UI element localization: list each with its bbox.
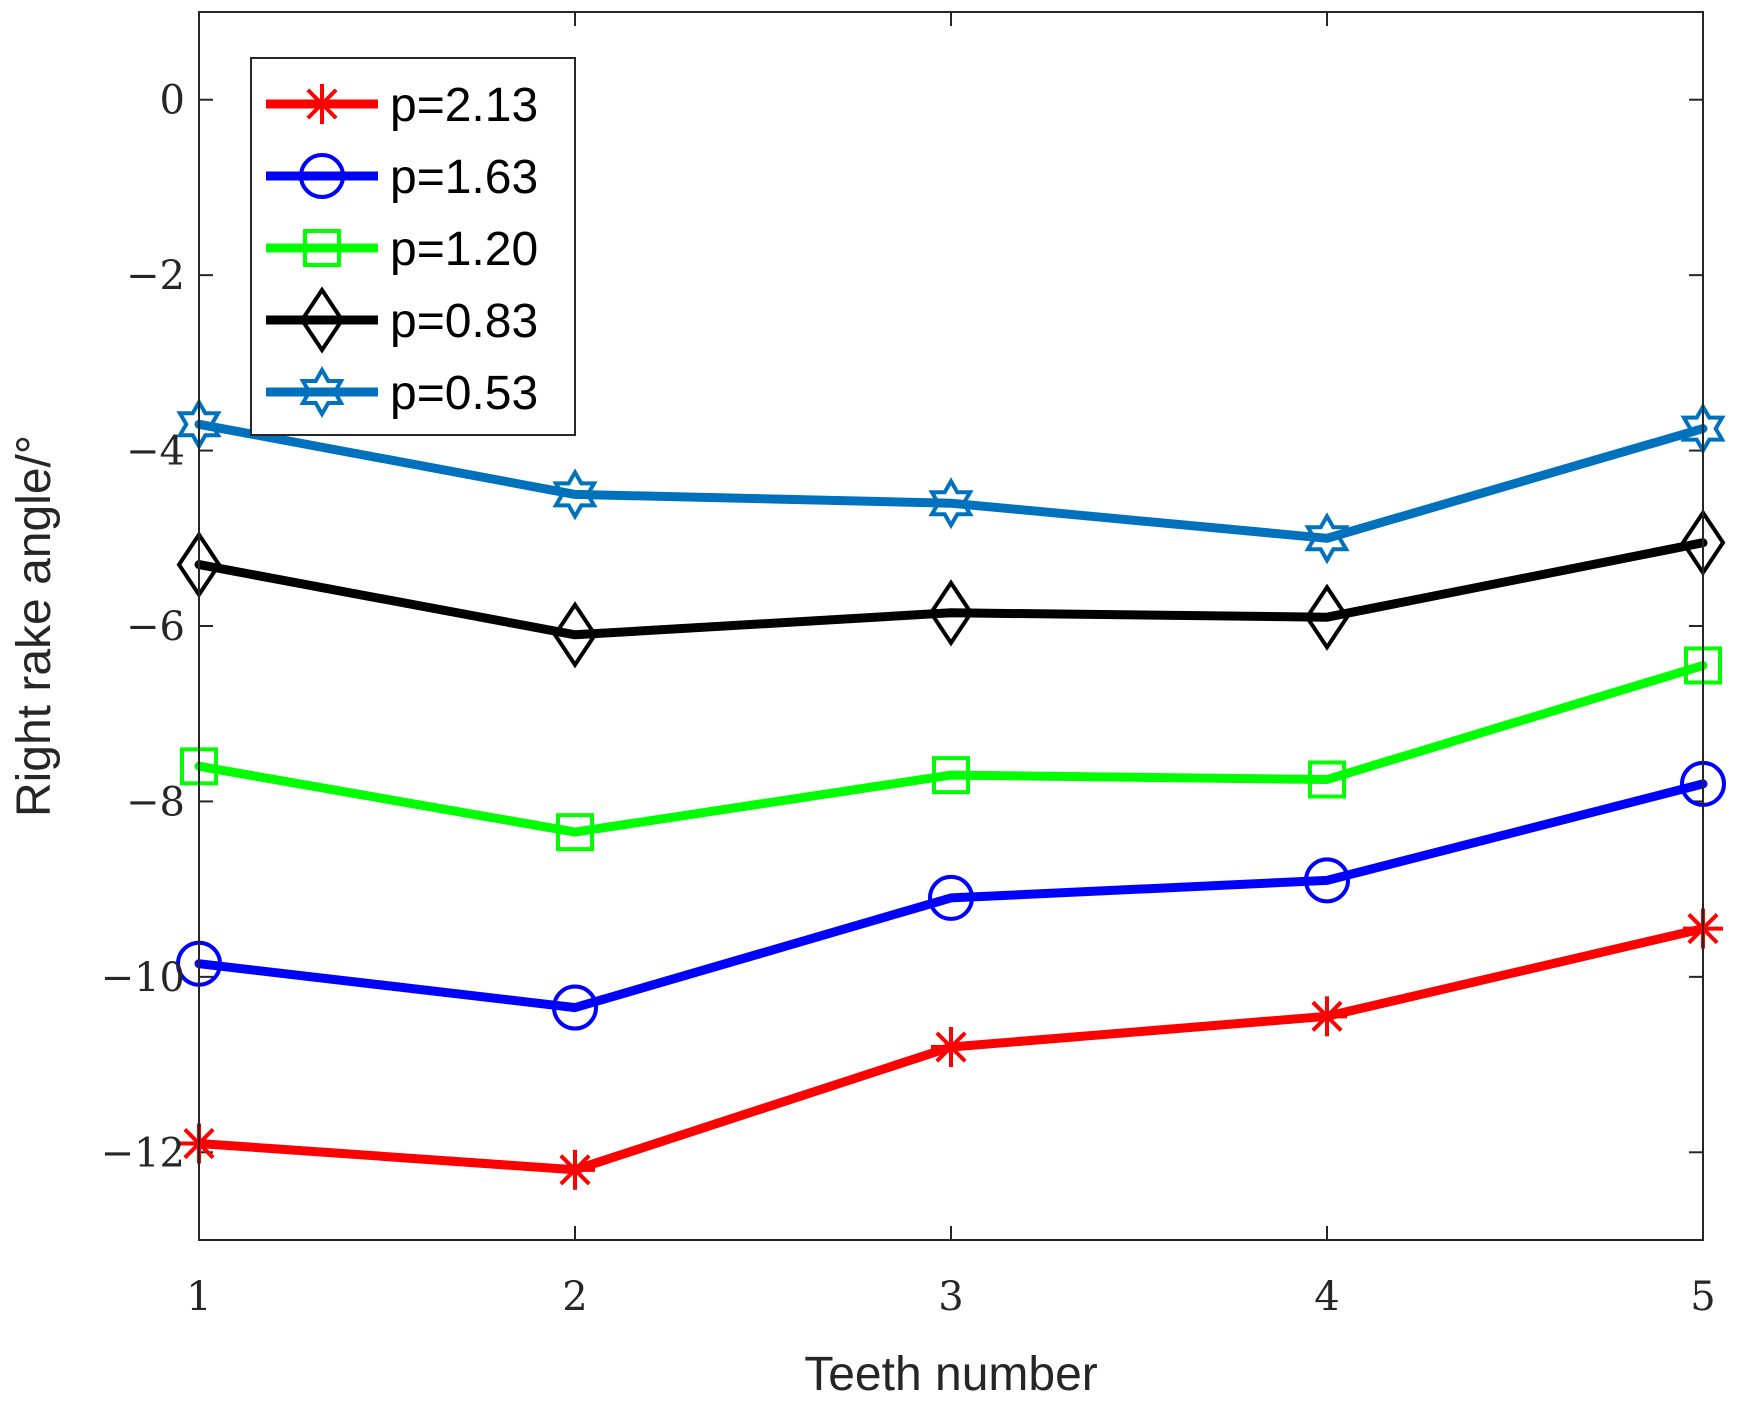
legend-marker-diamond	[299, 286, 345, 354]
asterisk-stroke	[306, 88, 338, 120]
plot-frame	[198, 11, 1704, 1241]
y-tick-label: −8	[126, 779, 185, 825]
series-line	[194, 779, 1708, 1013]
legend-label: p=0.83	[390, 295, 538, 348]
x-tick-label: 4	[1314, 1274, 1339, 1320]
data-point-circle	[1304, 857, 1350, 904]
data-point-diamond	[928, 579, 974, 647]
legend-label: p=1.20	[390, 223, 538, 276]
data-point-asterisk	[1307, 996, 1347, 1037]
data-point-square	[1308, 760, 1346, 799]
square-shape	[303, 229, 341, 267]
y-axis-label: Right rake angle/°	[8, 435, 61, 817]
diamond-shape	[928, 579, 974, 647]
circle-shape	[928, 874, 974, 921]
y-tick-label: −6	[126, 604, 185, 650]
legend-label: p=0.53	[390, 367, 538, 420]
circle-shape	[299, 153, 345, 199]
square-shape	[556, 813, 594, 852]
circle-shape	[552, 984, 598, 1031]
data-point-asterisk	[931, 1027, 971, 1068]
asterisk-stroke	[1311, 1000, 1343, 1032]
legend-label: p=2.13	[390, 79, 538, 132]
legend-label: p=1.63	[390, 151, 538, 204]
x-tick-label: 1	[186, 1274, 211, 1320]
hexagram-shape	[299, 365, 345, 419]
square-shape	[1308, 760, 1346, 799]
data-point-hexagram	[552, 468, 598, 521]
legend-item: p=0.53	[266, 365, 538, 420]
asterisk-stroke	[559, 1154, 591, 1186]
data-point-diamond	[1304, 583, 1350, 651]
legend-item: p=0.83	[266, 286, 538, 354]
x-tick-label: 2	[562, 1274, 587, 1320]
y-tick-label: 0	[160, 78, 185, 124]
square-shape	[932, 756, 970, 795]
data-point-hexagram	[928, 477, 974, 530]
diamond-shape	[552, 601, 598, 669]
data-point-diamond	[552, 601, 598, 669]
y-tick-label: −10	[101, 955, 185, 1001]
series-line	[194, 538, 1708, 640]
hexagram-shape	[1304, 512, 1350, 565]
legend-marker-asterisk	[302, 84, 342, 124]
circle-shape	[1304, 857, 1350, 904]
legend-item: p=1.20	[266, 223, 538, 276]
data-point-circle	[928, 874, 974, 921]
hexagram-shape	[928, 477, 974, 530]
x-tick-label: 3	[938, 1274, 963, 1320]
data-point-square	[932, 756, 970, 795]
series-line	[194, 661, 1708, 837]
data-point-square	[556, 813, 594, 852]
legend-item: p=2.13	[266, 79, 538, 132]
x-tick-labels: 1 2 3 4 5	[186, 1274, 1715, 1320]
legend: p=2.13 p=1.63 p=1.20 p=0.83 p=0.53	[250, 57, 576, 436]
diamond-shape	[299, 286, 345, 354]
data-point-circle	[552, 984, 598, 1031]
asterisk-stroke	[935, 1031, 967, 1063]
diamond-shape	[1304, 583, 1350, 651]
x-tick-label: 5	[1690, 1274, 1715, 1320]
data-point-asterisk	[555, 1149, 595, 1190]
legend-marker-square	[303, 229, 341, 267]
y-tick-label: −2	[126, 253, 185, 299]
x-axis-label: Teeth number	[804, 1348, 1098, 1401]
hexagram-shape	[552, 468, 598, 521]
y-tick-label: −12	[101, 1130, 185, 1176]
legend-item: p=1.63	[266, 151, 538, 204]
data-point-hexagram	[1304, 512, 1350, 565]
legend-marker-circle	[299, 153, 345, 199]
y-tick-labels: 0 −2 −4 −6 −8 −10 −12	[101, 78, 185, 1177]
y-tick-label: −4	[126, 429, 185, 475]
legend-marker-hexagram	[299, 365, 345, 419]
series-line	[194, 419, 1708, 543]
